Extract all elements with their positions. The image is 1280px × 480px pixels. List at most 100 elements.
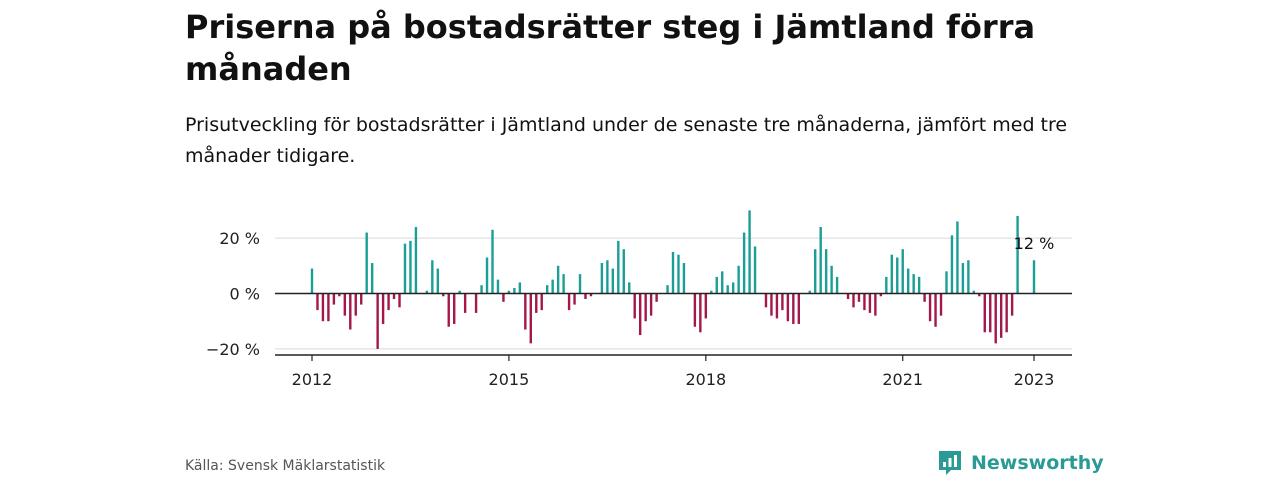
bar [600,263,604,294]
bar [414,227,418,294]
bar [1010,293,1014,316]
bar [731,282,735,294]
bar [874,293,877,316]
bar [370,263,374,294]
bar [1005,293,1008,333]
bar [463,293,467,313]
bar [611,268,615,294]
bar [863,293,866,311]
bar [535,293,538,313]
bar [529,293,532,344]
bar [737,265,740,294]
bar [458,290,461,294]
x-tick-label: 2023 [1014,370,1055,389]
bar [403,243,407,294]
bar [950,235,954,294]
newsworthy-logo-icon [939,451,961,475]
bar [917,276,921,294]
bar [447,293,450,327]
bar [748,210,751,294]
bar [978,293,981,297]
bar [332,293,336,305]
bar [923,293,926,302]
bar [562,274,565,294]
bar [704,293,708,319]
source-note: Källa: Svensk Mäklarstatistik [185,458,386,474]
bar [710,290,713,294]
bar [972,290,976,294]
bar [327,293,330,322]
bar [436,268,440,294]
bar [644,293,647,322]
bar [934,293,937,327]
bar [431,260,434,294]
bar [819,227,822,294]
bar [726,285,729,294]
newsworthy-logo[interactable]: Newsworthy [937,449,1104,477]
bar [567,293,571,311]
bar [896,257,899,294]
bar [999,293,1003,338]
bar [485,257,489,294]
bar [573,293,576,305]
bar [1032,260,1036,294]
bar [398,293,401,308]
bar [387,293,390,311]
bar [628,282,631,294]
bar [409,240,412,294]
bar [770,293,773,316]
bar [425,290,429,294]
x-tick-label: 2015 [489,370,530,389]
bar [513,287,516,294]
bar [338,293,341,297]
bar [983,293,986,333]
bar [786,293,790,322]
bar [671,251,675,294]
y-tick-label: −20 % [206,340,260,359]
x-tick-label: 2021 [882,370,923,389]
bar [682,263,686,294]
bar [392,293,396,300]
newsworthy-logo-text: Newsworthy [971,452,1104,474]
bar [343,293,347,316]
bar [617,240,620,294]
bar [502,293,505,302]
bar [994,293,997,344]
bar [742,232,746,294]
bar [808,290,811,294]
bar [584,293,587,300]
bar [677,254,680,294]
bar [540,293,543,311]
chart-subtitle: Prisutveckling för bostadsrätter i Jämtl… [185,114,1068,167]
bar [928,293,932,322]
bar [693,293,697,327]
bar [956,221,959,294]
bar [852,293,855,308]
bar [354,293,357,316]
bar [310,268,314,294]
bar [846,293,850,300]
bar [912,274,915,294]
bar [622,249,625,294]
bar [524,293,527,330]
y-tick-label: 0 % [230,285,260,304]
bar [655,293,658,302]
bar [781,293,784,311]
bar [901,249,904,294]
bar [906,268,910,294]
bar [699,293,702,333]
bar [857,293,861,302]
bar [360,293,363,305]
bar [649,293,653,316]
bar [764,293,768,308]
y-tick-label: 20 % [219,229,260,248]
bar [885,276,888,294]
bar [453,293,456,324]
bar [824,249,828,294]
bar [316,293,319,311]
bar [474,293,478,313]
bar [814,249,817,294]
bar [835,276,839,294]
bar [939,293,943,316]
bar [376,293,379,349]
